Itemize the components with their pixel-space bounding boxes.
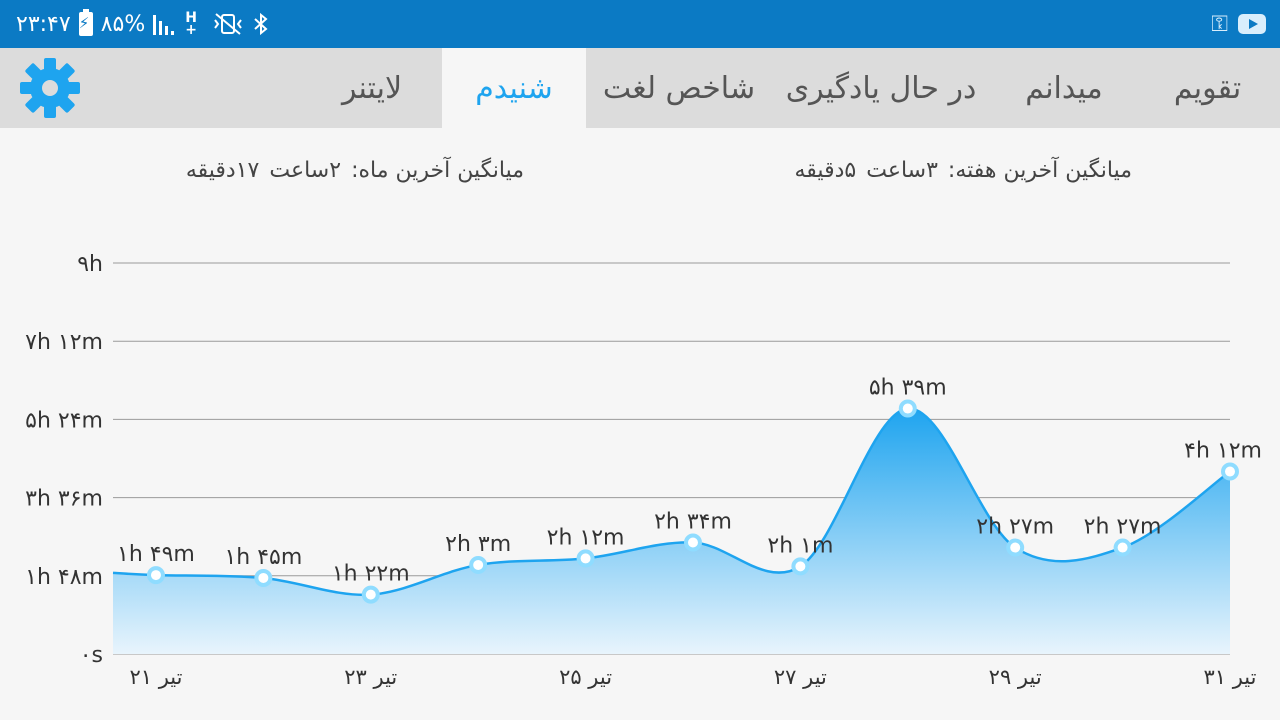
data-label: ۵h ۳۹m <box>869 376 947 401</box>
data-point[interactable] <box>1113 538 1132 557</box>
data-label: ۴h ۱۲m <box>1184 439 1262 464</box>
data-point[interactable] <box>361 585 380 604</box>
data-label: ۲h ۲۷m <box>1084 515 1162 540</box>
gear-icon[interactable] <box>18 56 82 120</box>
x-tick-label: ۲۹ تیر <box>989 665 1042 689</box>
key-icon: ⚿ <box>1211 11 1228 37</box>
data-point[interactable] <box>146 566 165 585</box>
y-axis-ticks: ۰s ۱h ۴۸m ۳h ۳۶m ۵h ۲۴m ۷h ۱۲m ۹h <box>25 252 103 668</box>
data-point[interactable] <box>1006 538 1025 557</box>
month-average-hours: ۲ساعت <box>269 157 342 183</box>
status-right: ⚿ <box>1211 12 1266 37</box>
y-tick-label: ۵h ۲۴m <box>25 408 103 433</box>
data-point[interactable] <box>576 549 595 568</box>
tab-i-know[interactable]: میدانم <box>1025 70 1103 106</box>
network-type-label: H+ <box>185 10 197 38</box>
data-label: ۲h ۱۲m <box>547 525 625 550</box>
data-point[interactable] <box>791 557 810 576</box>
data-label: ۲h ۱m <box>767 533 833 558</box>
y-tick-label: ۰s <box>80 643 103 668</box>
x-tick-label: ۲۳ تیر <box>344 665 397 689</box>
month-average-label: میانگین آخرین ماه: <box>351 157 524 183</box>
status-left: ۲۳:۴۷ ۸۵% H+ <box>16 9 269 38</box>
tab-learning[interactable]: در حال یادگیری <box>785 70 977 106</box>
month-average: میانگین آخرین ماه: ۲ساعت ۱۷دقیقه <box>176 152 524 188</box>
data-label: ۲h ۳۴m <box>654 509 732 534</box>
vibrate-muted-icon <box>214 13 243 35</box>
tab-word-index[interactable]: شاخص لغت <box>602 70 756 106</box>
y-tick-label: ۹h <box>77 252 103 277</box>
data-label: ۱h ۲۲m <box>332 562 410 587</box>
data-label: ۲h ۲۷m <box>976 515 1054 540</box>
week-average-hours: ۳ساعت <box>866 157 938 183</box>
y-tick-label: ۱h ۴۸m <box>25 565 103 590</box>
data-point[interactable] <box>469 555 488 574</box>
y-tick-label: ۳h ۳۶m <box>25 487 103 512</box>
data-point[interactable] <box>898 399 917 418</box>
tab-leitner[interactable]: لایتنر <box>341 70 403 106</box>
signal-icon <box>153 15 175 35</box>
battery-percent: ۸۵% <box>100 11 146 37</box>
data-point[interactable] <box>683 533 702 552</box>
tab-bar <box>0 48 1280 128</box>
data-label: ۱h ۴۹m <box>117 542 195 567</box>
x-axis-ticks: ۲۱ تیر ۲۳ تیر ۲۵ تیر ۲۷ تیر ۲۹ تیر ۳۱ تیر <box>129 665 1256 689</box>
x-tick-label: ۳۱ تیر <box>1203 665 1256 689</box>
data-label: ۱h ۴۵m <box>224 545 302 570</box>
bluetooth-icon <box>254 12 268 36</box>
x-tick-label: ۲۵ تیر <box>559 665 612 689</box>
tab-heard[interactable]: شنیدم <box>442 48 586 128</box>
week-average-minutes: ۵دقیقه <box>794 157 857 183</box>
status-time: ۲۳:۴۷ <box>16 11 71 37</box>
week-average: میانگین آخرین هفته: ۳ساعت ۵دقیقه <box>785 152 1133 188</box>
data-points: ۱h ۴۹m ۱h ۴۵m ۱h ۲۲m ۲h ۳m ۲h ۱۲m ۲h ۳۴m ۲h ۱m… <box>117 376 1262 604</box>
y-tick-label: ۷h ۱۲m <box>25 330 103 355</box>
battery-icon <box>78 9 93 36</box>
week-average-label: میانگین آخرین هفته: <box>947 157 1132 183</box>
listening-time-chart: ۱h ۴۹m ۱h ۴۵m ۱h ۲۲m ۲h ۳m ۲h ۱۲m ۲h ۳۴m ۲h ۱m… <box>25 252 1262 689</box>
data-point[interactable] <box>254 568 273 587</box>
status-bar: ۲۳:۴۷ ۸۵% H+ ⚿ <box>0 0 1280 48</box>
data-label: ۲h ۳m <box>445 532 511 557</box>
youtube-icon <box>1238 14 1266 34</box>
data-point[interactable] <box>1221 462 1239 481</box>
month-average-minutes: ۱۷دقیقه <box>185 157 260 183</box>
x-tick-label: ۲۱ تیر <box>129 665 182 689</box>
area-fill <box>113 408 1230 654</box>
x-tick-label: ۲۷ تیر <box>774 665 827 689</box>
tab-calendar[interactable]: تقویم <box>1173 70 1242 106</box>
